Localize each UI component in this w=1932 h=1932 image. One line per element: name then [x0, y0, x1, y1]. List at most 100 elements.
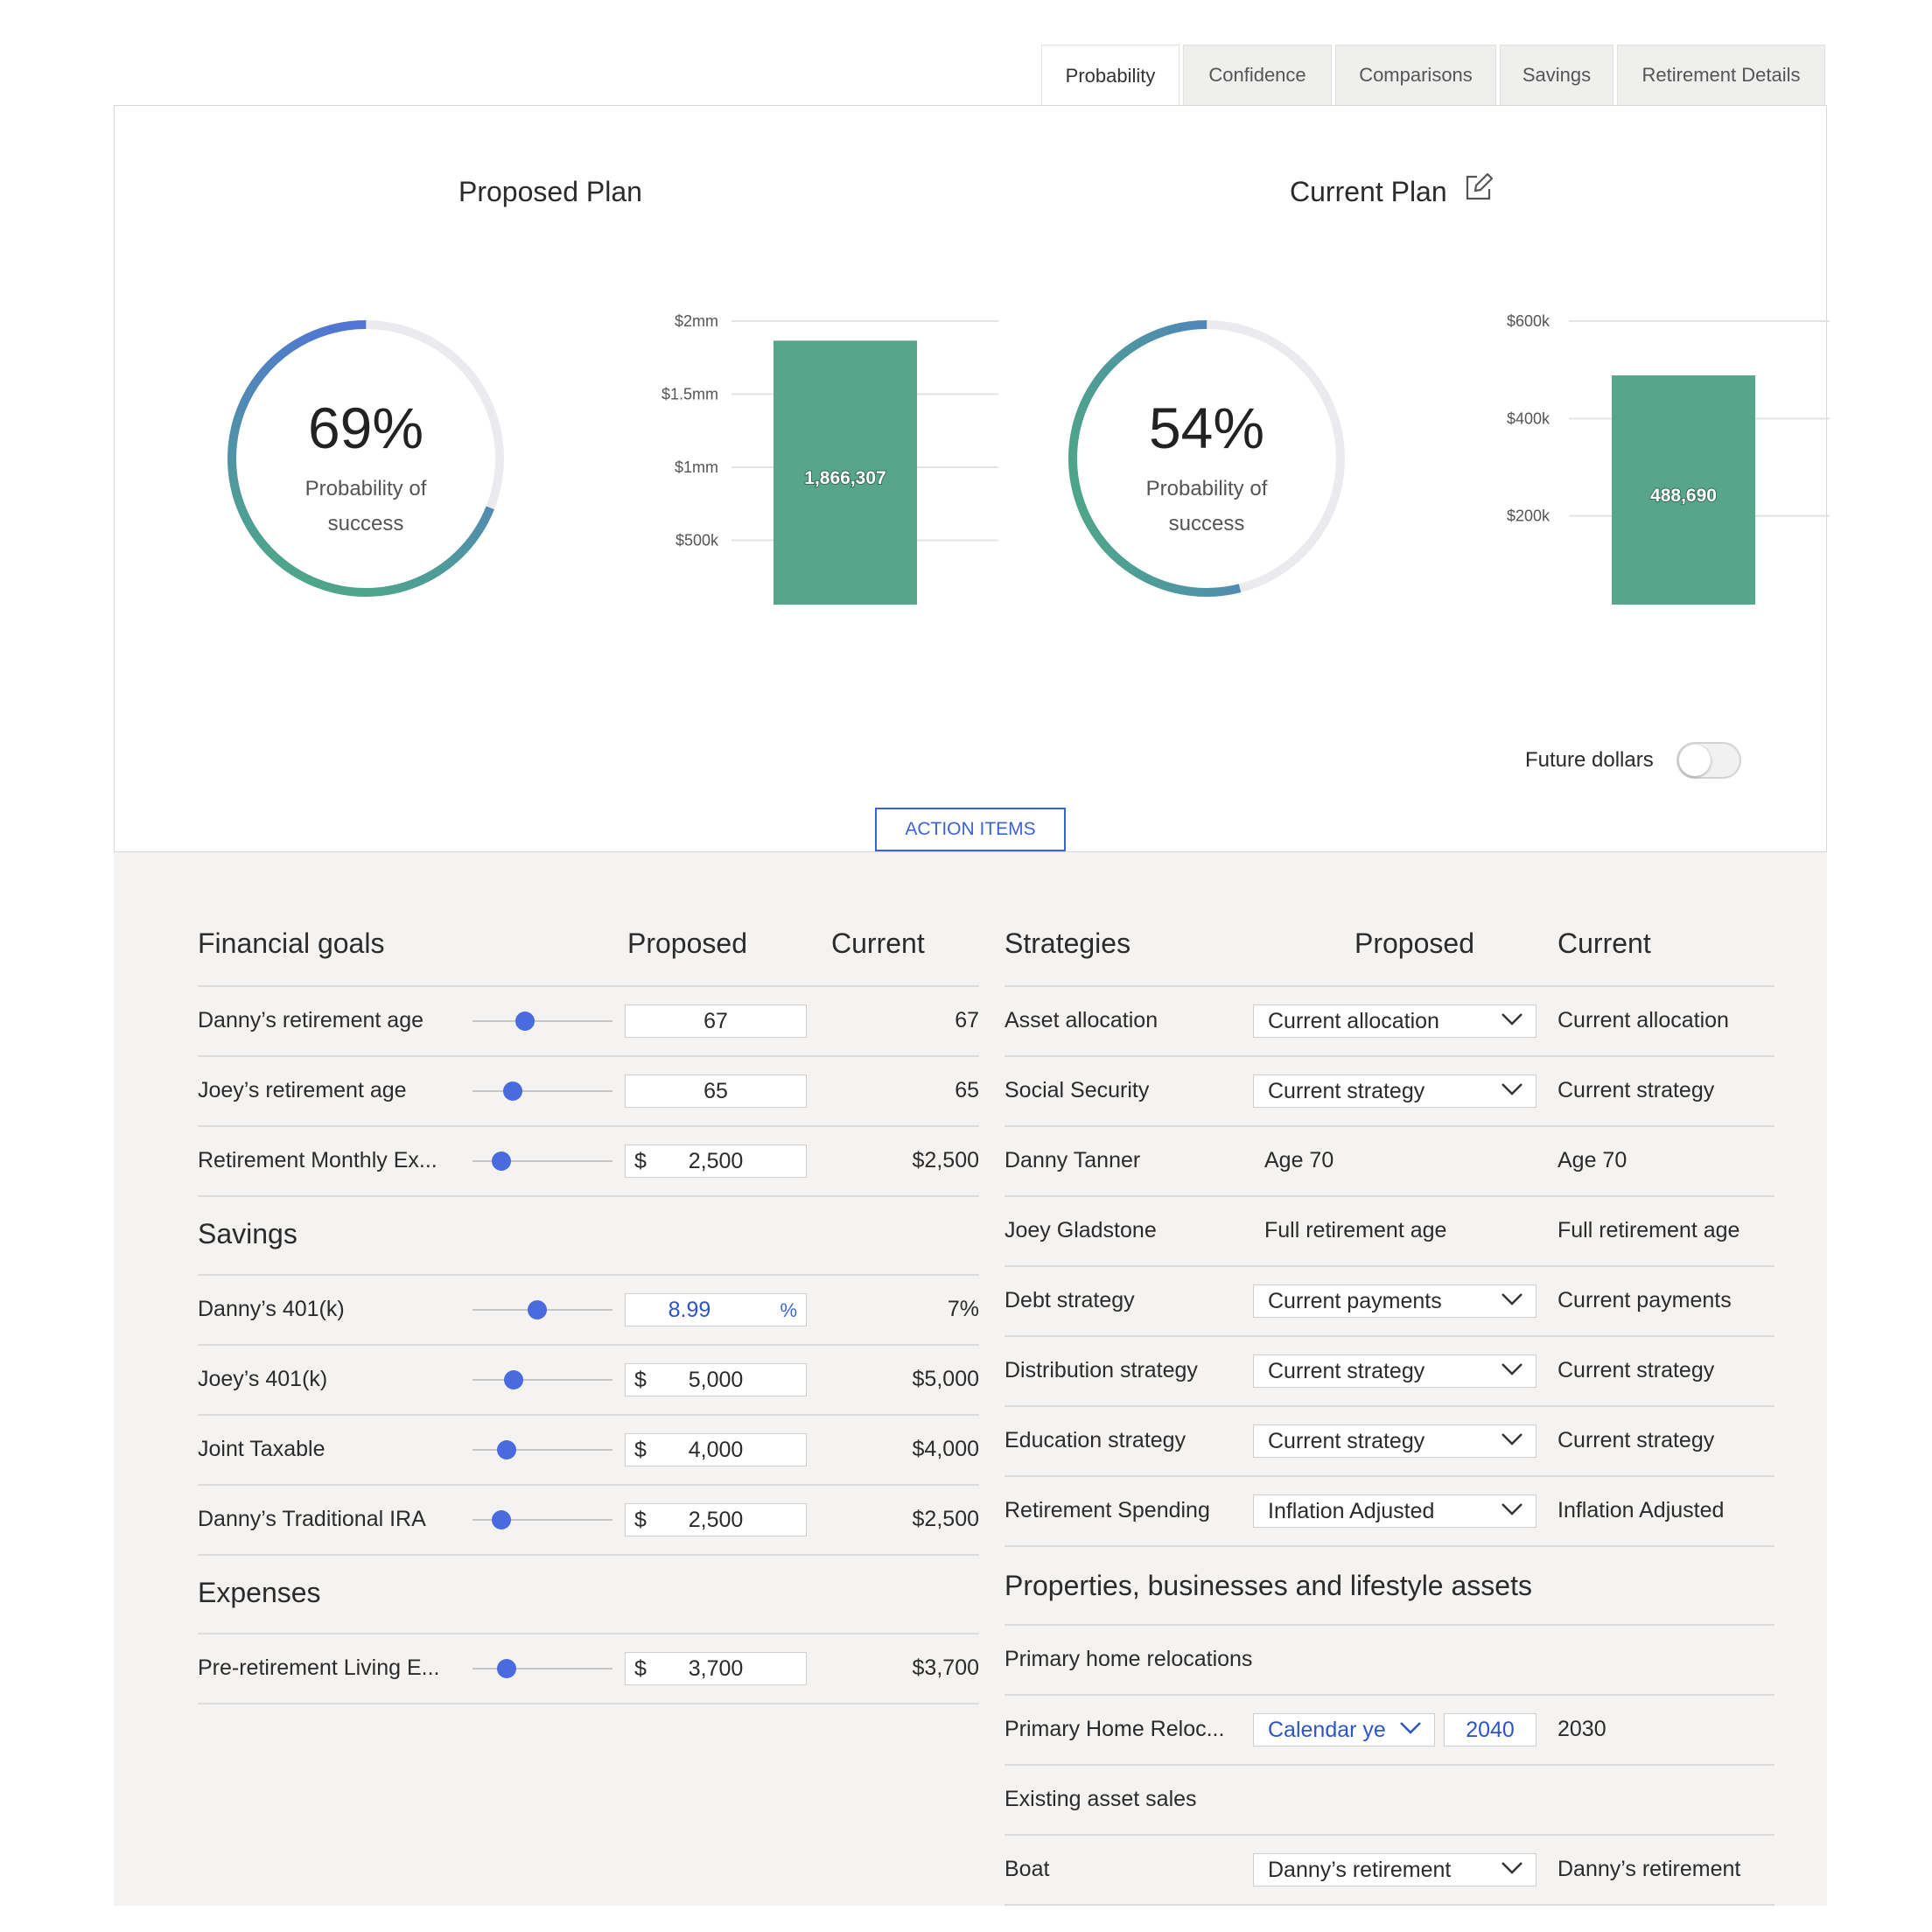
relocation-current: 2030 [1558, 1717, 1606, 1741]
edit-icon[interactable] [1463, 172, 1494, 203]
y-tick-label: $600k [1507, 312, 1550, 330]
current-value: 67 [955, 1008, 979, 1032]
current-value: 7% [947, 1297, 979, 1321]
current-caption-line2: success [1168, 512, 1245, 536]
input-value: 65 [704, 1079, 728, 1103]
chevron-down-icon [1502, 1862, 1522, 1874]
slider-thumb[interactable] [497, 1440, 516, 1460]
proposed-probability-caption: Probability of success [223, 472, 508, 542]
boat-current: Danny’s retirement [1558, 1857, 1741, 1881]
select-value: Current payments [1268, 1289, 1442, 1313]
strategy-label: Social Security [1004, 1078, 1150, 1102]
plan-inputs-section: Financial goals Proposed Current Danny’s… [114, 852, 1827, 1906]
divider [198, 1484, 979, 1486]
divider [1004, 1694, 1774, 1696]
slider-track[interactable] [472, 1020, 612, 1022]
savings-label: Danny’s Traditional IRA [198, 1507, 426, 1531]
slider-thumb[interactable] [503, 1082, 522, 1101]
slider-track[interactable] [472, 1379, 612, 1381]
current-value: $2,500 [912, 1507, 979, 1531]
education-strategy-select[interactable]: Current strategy [1253, 1424, 1536, 1458]
slider-track[interactable] [472, 1090, 612, 1092]
current-probability-percent: 54% [1148, 396, 1265, 460]
slider-track[interactable] [472, 1519, 612, 1521]
select-value: Current strategy [1268, 1429, 1425, 1453]
tab-savings[interactable]: Savings [1500, 45, 1614, 105]
current-value: $5,000 [912, 1367, 979, 1391]
future-dollars-toggle[interactable] [1676, 742, 1741, 779]
slider-thumb[interactable] [515, 1012, 535, 1031]
current-value: $3,700 [912, 1656, 979, 1680]
distribution-strategy-select[interactable]: Current strategy [1253, 1354, 1536, 1388]
currency-symbol: $ [634, 1508, 647, 1532]
social-security-select[interactable]: Current strategy [1253, 1074, 1536, 1108]
expense-label: Pre-retirement Living E... [198, 1656, 440, 1680]
left-proposed-header: Proposed [627, 928, 747, 959]
bar-value-label: 1,866,307 [804, 468, 886, 488]
boat-sale-timing-select[interactable]: Danny’s retirement [1253, 1853, 1536, 1886]
current-value: $2,500 [912, 1148, 979, 1172]
danny-traditional-ira-input[interactable]: $2,500 [625, 1503, 807, 1536]
strategy-label: Distribution strategy [1004, 1358, 1198, 1382]
strategies-header: Strategies [1004, 928, 1131, 959]
retirement-monthly-expense-input[interactable]: $2,500 [625, 1144, 807, 1178]
strategy-current: Current strategy [1558, 1428, 1715, 1452]
slider-thumb[interactable] [492, 1510, 511, 1530]
probability-panel: Proposed Plan Current Plan 69% Probabili… [114, 105, 1830, 852]
slider-track[interactable] [472, 1160, 612, 1162]
relocation-timing-select[interactable]: Calendar ye [1253, 1713, 1435, 1746]
chevron-down-icon [1502, 1363, 1522, 1376]
proposed-probability-donut [228, 320, 504, 597]
goal-label: Danny’s retirement age [198, 1008, 424, 1032]
divider [1004, 1475, 1774, 1477]
divider [198, 1703, 979, 1704]
toggle-knob [1679, 745, 1711, 776]
pre-retirement-living-expense-input[interactable]: $3,700 [625, 1652, 807, 1685]
existing-asset-sales-label: Existing asset sales [1004, 1787, 1197, 1811]
properties-header: Properties, businesses and lifestyle ass… [1004, 1570, 1532, 1601]
divider [198, 1633, 979, 1634]
tab-retirement-details[interactable]: Retirement Details [1617, 45, 1825, 105]
select-value: Danny’s retirement [1268, 1858, 1452, 1882]
tab-confidence[interactable]: Confidence [1183, 45, 1332, 105]
asset-allocation-select[interactable]: Current allocation [1253, 1004, 1536, 1038]
savings-label: Danny’s 401(k) [198, 1297, 345, 1321]
strategy-label: Retirement Spending [1004, 1498, 1210, 1522]
strategy-label: Danny Tanner [1004, 1148, 1141, 1172]
divider [1004, 985, 1774, 987]
divider [1004, 1405, 1774, 1407]
chevron-down-icon [1502, 1293, 1522, 1306]
action-items-button[interactable]: ACTION ITEMS [875, 808, 1066, 851]
joey-401k-input[interactable]: $5,000 [625, 1363, 807, 1396]
slider-thumb[interactable] [528, 1300, 547, 1320]
y-tick-label: $2mm [675, 312, 718, 330]
current-probability-donut [1068, 320, 1345, 597]
debt-strategy-select[interactable]: Current payments [1253, 1284, 1536, 1318]
joint-taxable-input[interactable]: $4,000 [625, 1433, 807, 1466]
relocation-year-input[interactable]: 2040 [1444, 1713, 1536, 1746]
currency-symbol: $ [634, 1368, 647, 1392]
slider-thumb[interactable] [497, 1659, 516, 1678]
select-value: Current allocation [1268, 1009, 1439, 1033]
tab-probability[interactable]: Probability [1041, 45, 1180, 107]
slider-thumb[interactable] [504, 1370, 523, 1390]
slider-track[interactable] [472, 1668, 612, 1670]
danny-401k-input[interactable]: 8.99% [625, 1293, 807, 1326]
tab-comparisons[interactable]: Comparisons [1335, 45, 1496, 105]
strategy-label: Joey Gladstone [1004, 1218, 1157, 1242]
divider [1004, 1545, 1774, 1547]
divider [1004, 1834, 1774, 1836]
divider [1004, 1265, 1774, 1267]
percent-symbol: % [780, 1299, 797, 1321]
slider-track[interactable] [472, 1449, 612, 1451]
bar-value-label: 488,690 [1650, 486, 1717, 506]
current-value: 65 [955, 1078, 979, 1102]
input-value: 3,700 [688, 1656, 744, 1681]
divider [198, 1414, 979, 1416]
proposed-plan-title: Proposed Plan [458, 176, 642, 207]
slider-thumb[interactable] [492, 1152, 511, 1171]
danny-retirement-age-input[interactable]: 67 [625, 1004, 807, 1038]
joey-retirement-age-input[interactable]: 65 [625, 1074, 807, 1108]
retirement-spending-select[interactable]: Inflation Adjusted [1253, 1494, 1536, 1528]
select-value: Current strategy [1268, 1079, 1425, 1103]
